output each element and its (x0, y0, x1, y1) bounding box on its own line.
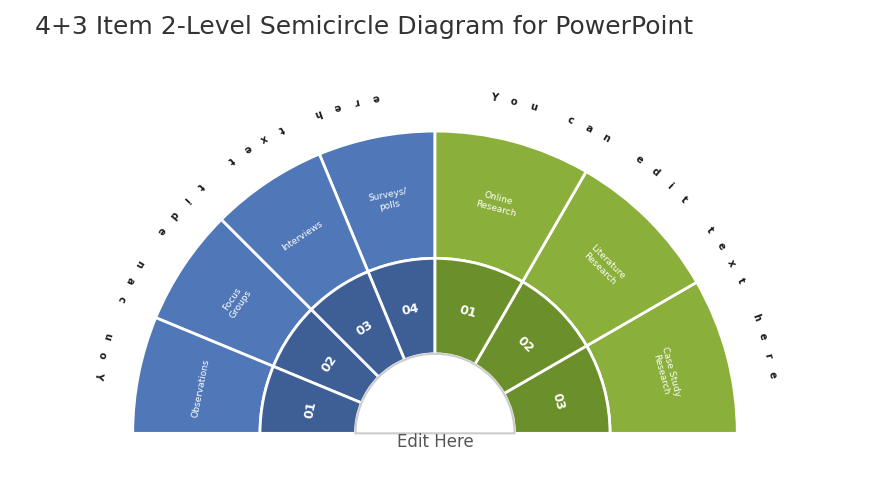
Text: u: u (102, 331, 113, 340)
Text: t: t (277, 123, 286, 134)
Text: x: x (258, 132, 269, 144)
Wedge shape (319, 132, 434, 272)
Text: 01: 01 (302, 399, 318, 419)
Text: e: e (766, 370, 777, 378)
Text: u: u (527, 101, 537, 112)
Text: n: n (133, 257, 145, 268)
Wedge shape (522, 172, 696, 346)
Wedge shape (434, 259, 522, 365)
Text: i: i (181, 195, 191, 204)
Text: e: e (242, 142, 252, 154)
Text: d: d (648, 166, 660, 178)
Text: r: r (761, 351, 773, 358)
Text: c: c (565, 114, 574, 126)
Text: 02: 02 (319, 352, 339, 374)
Text: e: e (332, 101, 342, 112)
Text: e: e (714, 240, 726, 251)
Text: e: e (155, 224, 167, 235)
Text: t: t (195, 180, 205, 190)
Text: o: o (96, 350, 108, 359)
Wedge shape (355, 354, 514, 433)
Text: o: o (509, 96, 518, 107)
Text: 01: 01 (457, 302, 478, 319)
Wedge shape (368, 259, 434, 360)
Text: Observations: Observations (190, 357, 211, 417)
Text: 4+3 Item 2-Level Semicircle Diagram for PowerPoint: 4+3 Item 2-Level Semicircle Diagram for … (35, 15, 692, 39)
Text: Interviews: Interviews (280, 219, 324, 252)
Text: x: x (725, 258, 736, 268)
Wedge shape (503, 346, 609, 433)
Text: e: e (756, 331, 767, 340)
Text: Literature
Research: Literature Research (580, 243, 626, 287)
Text: a: a (582, 122, 593, 134)
Wedge shape (221, 155, 368, 310)
Wedge shape (156, 220, 311, 366)
Text: Y: Y (92, 370, 103, 379)
Text: c: c (115, 294, 127, 303)
Wedge shape (474, 282, 586, 394)
Text: e: e (633, 154, 644, 165)
Text: Edit Here: Edit Here (396, 432, 473, 450)
Text: Focus
Groups: Focus Groups (219, 283, 253, 320)
Text: h: h (313, 107, 322, 119)
Wedge shape (311, 272, 404, 377)
Text: 04: 04 (400, 301, 420, 317)
Text: t: t (678, 194, 688, 204)
Text: Y: Y (489, 92, 498, 103)
Wedge shape (586, 283, 736, 433)
Text: d: d (167, 208, 179, 220)
Wedge shape (260, 366, 362, 433)
Text: i: i (664, 181, 673, 190)
Text: t: t (226, 154, 235, 165)
Text: Online
Research: Online Research (474, 189, 519, 218)
Text: 03: 03 (353, 318, 375, 338)
Text: 03: 03 (548, 390, 566, 410)
Text: r: r (352, 96, 359, 107)
Text: Case Study
Research: Case Study Research (649, 345, 680, 399)
Text: t: t (703, 225, 714, 235)
Text: Surveys/
polls: Surveys/ polls (367, 186, 409, 213)
Text: h: h (750, 312, 761, 322)
Text: n: n (600, 132, 611, 144)
Wedge shape (273, 310, 378, 403)
Text: t: t (734, 276, 746, 285)
Text: e: e (371, 92, 380, 103)
Wedge shape (434, 132, 586, 282)
Text: 02: 02 (514, 333, 535, 354)
Wedge shape (133, 318, 273, 433)
Text: a: a (123, 275, 136, 285)
